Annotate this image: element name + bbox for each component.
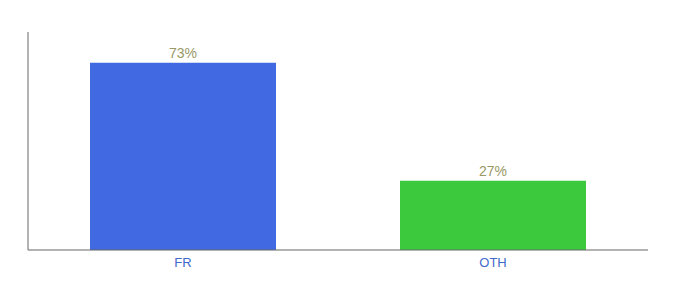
svg-text:73%: 73% [169,45,197,61]
svg-text:27%: 27% [479,163,507,179]
svg-text:OTH: OTH [479,255,506,270]
svg-text:FR: FR [174,255,191,270]
